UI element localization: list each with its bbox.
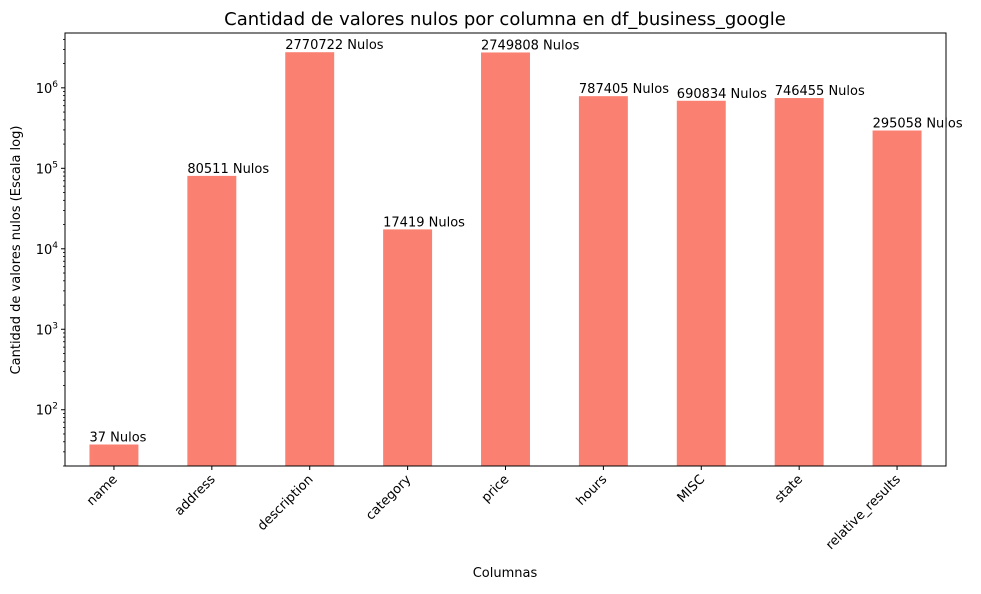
bar-address: [187, 175, 237, 466]
bar-name: [89, 444, 139, 466]
y-axis-label: Cantidad de valores nulos (Escala log): [9, 126, 24, 375]
bar-data-label: 295058 Nulos: [873, 116, 963, 131]
bars-layer: [89, 52, 922, 467]
bar-hours: [578, 96, 628, 466]
y-tick-label: 102: [36, 402, 58, 419]
bar-MISC: [676, 100, 726, 466]
y-axis: 102 103 104 105 106: [36, 38, 65, 467]
x-tick-label: state: [772, 472, 806, 506]
x-tick-label: description: [255, 472, 317, 534]
x-tick-label: hours: [574, 472, 611, 509]
x-tick-label: category: [363, 472, 414, 523]
y-tick-label: 104: [36, 241, 59, 258]
bar-data-label: 746455 Nulos: [775, 84, 865, 99]
bar-data-label: 787405 Nulos: [579, 82, 669, 97]
bar-data-label: 37 Nulos: [89, 430, 146, 445]
x-tick-label: MISC: [675, 472, 709, 506]
bar-data-label: 2770722 Nulos: [285, 38, 384, 53]
bar-data-label: 17419 Nulos: [383, 215, 465, 230]
bar-description: [285, 52, 335, 466]
y-tick-label: 106: [36, 80, 59, 97]
chart-title: Cantidad de valores nulos por columna en…: [224, 9, 786, 30]
bar-category: [383, 229, 433, 466]
y-tick-label: 103: [36, 321, 58, 338]
bar-labels-layer: 37 Nulos 80511 Nulos 2770722 Nulos 17419 Nu…: [89, 38, 962, 445]
x-tick-label: relative_results: [823, 472, 904, 553]
bar-data-label: 80511 Nulos: [187, 162, 269, 177]
x-tick-label: name: [84, 472, 121, 509]
bar-price: [481, 52, 530, 467]
bar-data-label: 690834 Nulos: [677, 87, 767, 102]
x-tick-label: price: [479, 472, 512, 505]
x-tick-label: address: [172, 472, 219, 519]
y-tick-label: 105: [36, 160, 58, 177]
x-axis-label: Columnas: [473, 566, 538, 581]
bar-data-label: 2749808 Nulos: [481, 38, 580, 53]
bar-state: [774, 98, 824, 466]
bar-relative_results: [872, 130, 922, 466]
x-axis: name address description category price hours…: [84, 466, 904, 553]
